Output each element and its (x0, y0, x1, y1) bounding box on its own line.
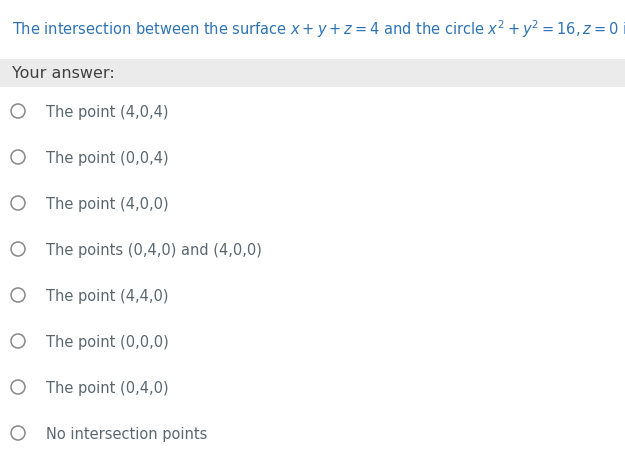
Text: The point (0,0,0): The point (0,0,0) (46, 334, 169, 349)
Text: No intersection points: No intersection points (46, 425, 208, 441)
Text: The point (4,0,4): The point (4,0,4) (46, 104, 169, 119)
Text: The intersection between the surface $x+y+z=4$ and the circle $x^{2}+y^{2}=16, z: The intersection between the surface $x+… (12, 18, 625, 40)
Bar (0, 60, 625, 88)
Text: Your answer:: Your answer: (12, 66, 115, 81)
Text: The point (4,4,0): The point (4,4,0) (46, 288, 169, 303)
Text: The point (0,0,4): The point (0,0,4) (46, 150, 169, 165)
Text: The points (0,4,0) and (4,0,0): The points (0,4,0) and (4,0,0) (46, 242, 262, 257)
Text: The point (4,0,0): The point (4,0,0) (46, 196, 169, 211)
Text: The point (0,4,0): The point (0,4,0) (46, 380, 169, 394)
